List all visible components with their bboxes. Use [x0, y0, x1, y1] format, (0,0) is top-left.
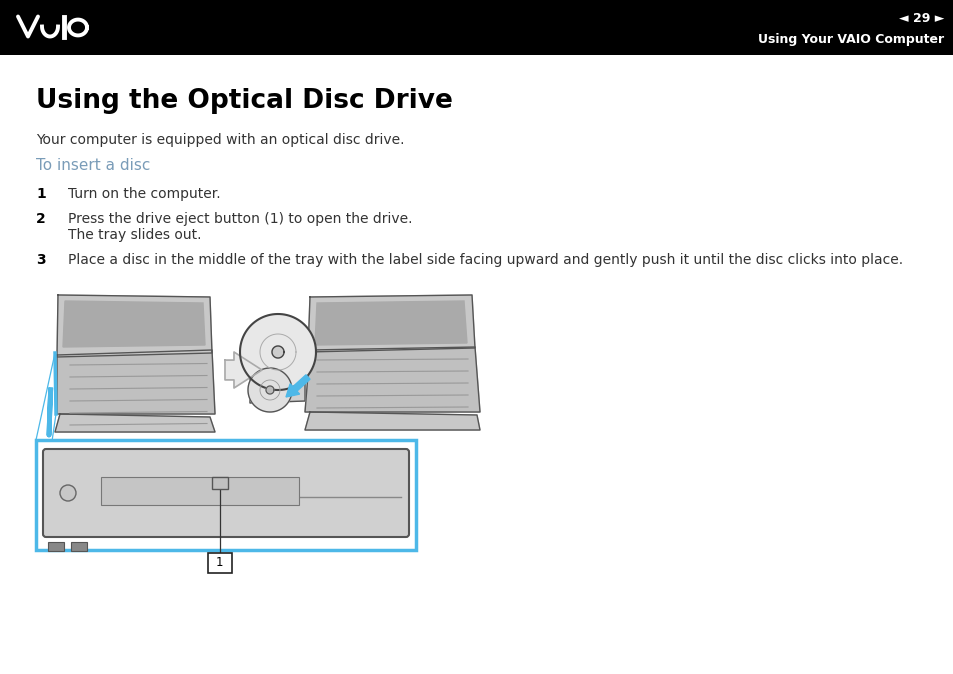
Bar — [0, 0, 953, 55]
Polygon shape — [272, 346, 284, 358]
Polygon shape — [305, 412, 479, 430]
Polygon shape — [248, 368, 292, 412]
Bar — [71, 542, 87, 551]
Polygon shape — [57, 295, 212, 357]
Text: 1: 1 — [215, 557, 223, 570]
Polygon shape — [314, 301, 467, 345]
Polygon shape — [266, 386, 274, 394]
Text: Press the drive eject button (1) to open the drive.
The tray slides out.: Press the drive eject button (1) to open… — [68, 212, 412, 242]
Polygon shape — [225, 352, 262, 388]
Polygon shape — [57, 350, 214, 414]
Text: 2: 2 — [36, 212, 46, 226]
Polygon shape — [240, 314, 315, 390]
Text: Using the Optical Disc Drive: Using the Optical Disc Drive — [36, 88, 453, 114]
Text: 3: 3 — [36, 253, 46, 267]
Text: Turn on the computer.: Turn on the computer. — [68, 187, 220, 201]
Bar — [101, 477, 298, 506]
FancyBboxPatch shape — [208, 553, 232, 573]
Text: ◄ 29 ►: ◄ 29 ► — [898, 11, 943, 24]
Bar — [48, 542, 64, 551]
Polygon shape — [250, 377, 305, 403]
Circle shape — [60, 485, 76, 501]
Bar — [36, 440, 416, 550]
Polygon shape — [55, 414, 214, 432]
Text: Using Your VAIO Computer: Using Your VAIO Computer — [757, 34, 943, 47]
Polygon shape — [305, 347, 479, 412]
Polygon shape — [63, 301, 205, 347]
Bar — [212, 477, 228, 489]
Polygon shape — [308, 295, 475, 352]
Text: Place a disc in the middle of the tray with the label side facing upward and gen: Place a disc in the middle of the tray w… — [68, 253, 902, 267]
Text: To insert a disc: To insert a disc — [36, 158, 151, 173]
FancyArrow shape — [286, 375, 310, 397]
Text: 1: 1 — [36, 187, 46, 201]
Text: Your computer is equipped with an optical disc drive.: Your computer is equipped with an optica… — [36, 133, 404, 147]
FancyBboxPatch shape — [43, 449, 409, 537]
